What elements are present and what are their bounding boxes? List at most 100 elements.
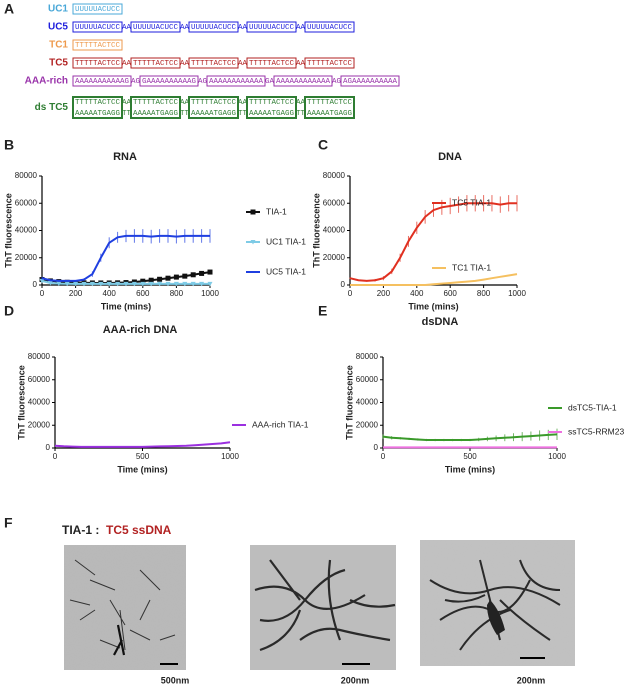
sequence-text: AG [332,78,342,86]
x-tick-label: 0 [348,289,353,298]
marker [173,274,179,280]
legend-label: UC1 TIA-1 [266,236,306,246]
scale-labels: 500nm 200nm 200nm [161,675,546,685]
y-tick-label: 0 [374,443,379,452]
sequence-text: AAAAATGAGG [191,110,237,118]
marker [165,281,171,287]
marker [182,273,188,279]
marker [39,278,45,284]
sequence-box [246,21,297,33]
sequence-text: AA [238,24,248,32]
marker [250,240,256,245]
scale-label: 200nm [517,675,546,685]
sequence-text: AA [122,24,132,32]
marker [157,276,163,282]
series-line [382,433,558,441]
panel-letter: C [318,137,328,153]
sequence-text: TTTTTACTCC [75,99,121,107]
line-chart: C DNA ThT fluorescence Time (mins) 0 20000 400… [311,137,526,312]
y-tick-label: 60000 [323,198,346,207]
sequence-text: AAAAATGAGG [307,110,353,118]
y-axis-label: ThT fluorescence [311,193,321,268]
sequence-text: UUUUUACUCC [307,24,353,32]
sequence-text: TTTTTACTCC [307,99,353,107]
y-tick-label: 80000 [28,352,51,361]
marker [173,281,179,287]
sequence-text: AAAAAAAAAAAG [75,78,130,86]
sequence-text: AA [296,24,306,32]
panel-title: TIA-1 : [62,523,99,537]
legend-label: ssTC5-RRM23 [568,426,624,436]
x-tick-label: 1000 [201,289,219,298]
marker [140,281,146,287]
sequence-text: AG [131,78,141,86]
y-tick-label: 60000 [356,375,379,384]
sequence-box [304,96,355,119]
y-tick-label: 40000 [28,398,51,407]
micrograph [64,545,186,670]
line-chart: B RNA ThT fluorescence Time (mins) 0 20000 400… [3,137,306,312]
sequence-text: AA [238,99,248,107]
sequence-text: TTTTTACTCC [249,99,295,107]
sequence-text: AA [122,60,132,68]
x-tick-label: 1000 [221,452,239,461]
x-tick-label: 500 [136,452,150,461]
panel-title: TC5 ssDNA [106,523,172,537]
sequence-text: UUUUUACUCC [133,24,179,32]
sequence-text: TT [238,110,248,118]
sequence-text: TTTTTACTCC [133,60,179,68]
legend-label: UC5 TIA-1 [266,266,306,276]
sequence-text: AA [296,60,306,68]
series-line [41,234,210,282]
panel-letter: E [318,303,327,319]
x-tick-label: 1000 [548,452,566,461]
sequence-box [206,75,266,87]
sequence-text: AA [122,99,132,107]
y-tick-label: 20000 [323,253,346,262]
sequence-text: TTTTTACTCC [191,60,237,68]
sequence-box [188,57,239,69]
sequence-label: UC1 [48,4,68,15]
y-tick-label: 80000 [323,171,346,180]
sequence-text: TTTTTACTCC [249,60,295,68]
sequence-box [72,21,123,33]
sequence-box [340,75,400,87]
x-tick-label: 200 [377,289,391,298]
sequence-box [139,75,199,87]
sequence-box [72,3,123,15]
sequence-text: UUUUUACUCC [191,24,237,32]
sequence-box [304,21,355,33]
marker [207,281,213,287]
marker [47,280,53,286]
x-axis-label: Time (mins) [117,464,167,474]
y-tick-label: 20000 [15,253,38,262]
panel-letter: A [4,1,14,17]
sequence-text: TT [122,110,132,118]
sequence-box [304,57,355,69]
sequence-text: AGAAAAAAAAAA [343,78,398,86]
series-line [349,202,517,282]
marker [250,209,256,215]
marker [64,281,70,287]
sequence-box [72,75,132,87]
marker [207,269,213,275]
marker [73,281,79,287]
chart-title: AAA-rich DNA [103,324,178,336]
marker [98,281,104,287]
x-tick-label: 400 [103,289,117,298]
sequence-box [188,96,239,119]
marker [81,281,87,287]
panel-letter: F [4,515,13,531]
panel-letter: B [4,137,14,153]
sequence-box [130,96,181,119]
y-axis-label: ThT fluorescence [16,365,26,440]
sequence-box [188,21,239,33]
y-tick-label: 0 [33,280,38,289]
panel-letter: D [4,303,14,319]
x-tick-label: 0 [53,452,58,461]
sequence-text: TTTTTACTCC [75,42,121,50]
sequence-box [72,57,123,69]
sequence-text: AAAAAAAAAAAA [209,78,264,86]
